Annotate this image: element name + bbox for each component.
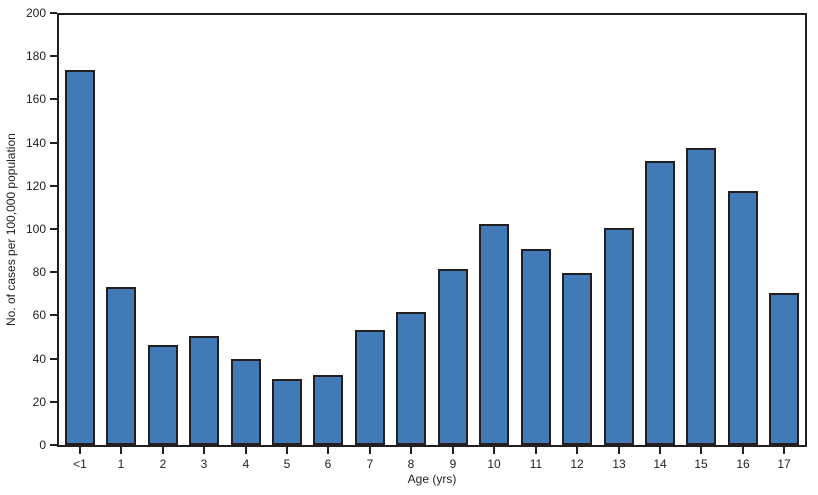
x-axis-tick <box>618 447 620 454</box>
bar-age-11 <box>521 249 551 445</box>
y-tick-label: 40 <box>32 352 46 366</box>
x-tick-label: 4 <box>242 457 250 471</box>
x-axis-tick <box>203 447 205 454</box>
x-tick-label: <1 <box>73 457 87 471</box>
x-axis-tick <box>162 447 164 454</box>
bar-age-9 <box>438 269 468 445</box>
bar-age-16 <box>728 191 758 445</box>
bar-age-15 <box>686 148 716 445</box>
y-axis-tick <box>50 12 57 14</box>
x-tick-label: 16 <box>736 457 750 471</box>
y-tick-label: 20 <box>32 395 46 409</box>
y-tick-label: 100 <box>25 222 46 236</box>
y-axis-tick <box>50 271 57 273</box>
bar-age-2 <box>148 345 178 445</box>
x-axis-tick <box>120 447 122 454</box>
bar-age-14 <box>645 161 675 445</box>
y-axis-tick <box>50 55 57 57</box>
x-tick-label: 12 <box>570 457 584 471</box>
x-axis-tick <box>245 447 247 454</box>
bar-age-6 <box>313 375 343 445</box>
y-tick-label: 120 <box>25 179 46 193</box>
x-tick-label: 13 <box>612 457 626 471</box>
y-tick-label: 80 <box>32 265 46 279</box>
bar-age-8 <box>396 312 426 445</box>
y-tick-label: 160 <box>25 92 46 106</box>
y-axis-tick <box>50 98 57 100</box>
bar-age-5 <box>272 379 302 445</box>
x-axis-title: Age (yrs) <box>407 472 457 486</box>
x-axis-tick <box>286 447 288 454</box>
y-axis-tick <box>50 142 57 144</box>
x-axis-tick <box>700 447 702 454</box>
x-axis-tick <box>576 447 578 454</box>
x-tick-label: 9 <box>449 457 457 471</box>
bar-age-13 <box>604 228 634 445</box>
y-tick-label: 140 <box>25 136 46 150</box>
x-tick-label: 14 <box>653 457 667 471</box>
x-axis-tick <box>493 447 495 454</box>
x-axis-tick <box>327 447 329 454</box>
bar-age-4 <box>231 359 261 445</box>
bar-age-7 <box>355 330 385 445</box>
bar-age-3 <box>189 336 219 445</box>
bar-age-10 <box>479 224 509 445</box>
bar-age-12 <box>562 273 592 445</box>
x-tick-label: 17 <box>777 457 791 471</box>
y-axis-tick <box>50 444 57 446</box>
y-axis-tick <box>50 314 57 316</box>
y-axis-tick <box>50 358 57 360</box>
x-axis-tick <box>410 447 412 454</box>
bar-age-17 <box>769 293 799 445</box>
y-tick-label: 0 <box>39 438 46 452</box>
x-tick-label: 3 <box>200 457 208 471</box>
y-axis-tick <box>50 228 57 230</box>
y-axis-tick <box>50 185 57 187</box>
bar-age-1 <box>106 287 136 445</box>
x-tick-label: 8 <box>407 457 415 471</box>
plot-area <box>57 13 807 447</box>
x-axis-tick <box>742 447 744 454</box>
x-tick-label: 6 <box>324 457 332 471</box>
x-tick-label: 5 <box>283 457 291 471</box>
y-tick-label: 60 <box>32 308 46 322</box>
x-axis-tick <box>535 447 537 454</box>
x-axis-tick <box>79 447 81 454</box>
x-axis-tick <box>783 447 785 454</box>
x-tick-label: 2 <box>159 457 167 471</box>
x-tick-label: 15 <box>694 457 708 471</box>
y-tick-label: 180 <box>25 49 46 63</box>
y-axis-tick <box>50 401 57 403</box>
x-tick-label: 10 <box>487 457 501 471</box>
x-axis-tick <box>369 447 371 454</box>
y-tick-label: 200 <box>25 6 46 20</box>
x-tick-label: 1 <box>117 457 125 471</box>
bar-age-lt1 <box>65 70 95 445</box>
x-tick-label: 7 <box>366 457 374 471</box>
x-axis-tick <box>659 447 661 454</box>
x-axis-tick <box>452 447 454 454</box>
x-tick-label: 11 <box>529 457 543 471</box>
